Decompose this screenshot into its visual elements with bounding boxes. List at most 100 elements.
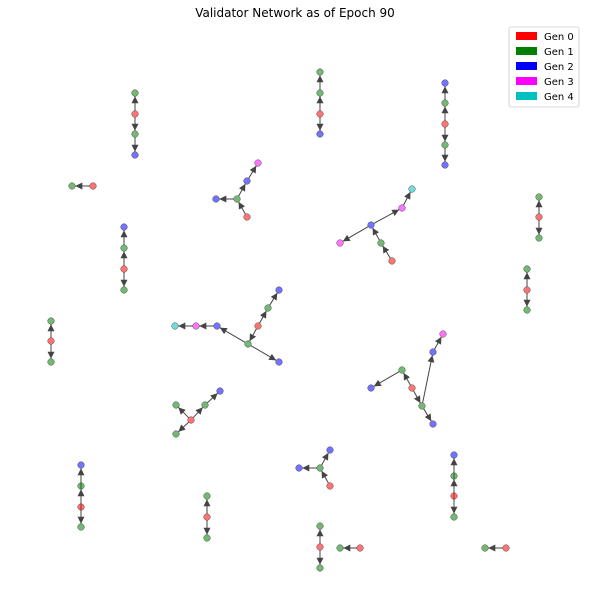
validator-node-o1-gen-1 [316,464,324,472]
edge-n0-n2 [192,407,204,418]
validator-node-b1-gen-1 [316,89,324,97]
edge-o1-o3 [321,452,329,466]
validator-node-g0-gen-0 [120,265,128,273]
validator-node-n1-gen-1 [172,401,180,409]
validator-node-q0-gen-0 [203,513,211,521]
edge-e0-e1 [238,201,246,215]
validator-node-m2-gen-1 [418,402,426,410]
validator-node-r1-gen-1 [450,472,458,480]
legend-swatch-gen-4 [516,92,537,100]
edge-e3-e4 [248,165,257,179]
validator-node-o2-gen-2 [295,464,303,472]
validator-node-r3-gen-2 [450,451,458,459]
edge-n0-n1 [177,406,190,419]
validator-node-n3-gen-1 [172,430,180,438]
validator-node-a3-gen-2 [131,151,139,159]
validator-node-o0-gen-0 [326,482,334,490]
validator-node-d0-gen-0 [89,182,97,190]
validator-node-l6-gen-3 [192,322,200,330]
validator-node-c4-gen-2 [441,161,449,169]
validator-node-q1-gen-1 [203,492,211,500]
validator-node-r0-gen-0 [450,492,458,500]
validator-node-h3-gen-3 [336,239,344,247]
validator-node-h1-gen-1 [377,239,385,247]
validator-node-m6-gen-3 [439,330,447,338]
edge-h2-h3 [342,226,369,242]
edge-m1-m3 [373,371,400,387]
validator-node-l2-gen-1 [264,304,272,312]
validator-node-h5-gen-4 [408,185,416,193]
edge-l0-l1 [249,328,257,342]
legend-label-gen-1: Gen 1 [544,47,574,58]
legend-swatch-gen-0 [516,32,537,40]
legend-label-gen-3: Gen 3 [544,77,574,88]
edge-l0-l2 [259,310,267,324]
diagram-title: Validator Network as of Epoch 90 [195,6,395,20]
validator-node-g3-gen-2 [120,223,128,231]
validator-node-j0-gen-0 [47,337,55,345]
nodes-layer [47,68,543,572]
validator-node-l4-gen-2 [213,322,221,330]
legend-swatch-gen-1 [516,47,537,55]
edge-m0-m2 [413,390,421,404]
validator-node-m4-gen-2 [429,420,437,428]
validator-node-k1-gen-1 [316,522,324,530]
validator-node-h2-gen-2 [367,221,375,229]
validator-node-j2-gen-1 [47,358,55,366]
validator-node-d1-gen-1 [68,182,76,190]
validator-node-m3-gen-2 [367,384,375,392]
validator-node-e3-gen-2 [243,177,251,185]
validator-node-g1-gen-1 [120,244,128,252]
validator-node-o3-gen-2 [326,446,334,454]
validator-node-c2-gen-1 [441,141,449,149]
validator-node-p3-gen-2 [77,461,85,469]
edge-h0-h1 [382,245,391,259]
validator-node-c3-gen-2 [441,79,449,87]
legend: Gen 0 Gen 1 Gen 2 Gen 3 Gen 4 [508,26,580,108]
validator-node-c1-gen-1 [441,99,449,107]
validator-node-n4-gen-2 [216,387,224,395]
validator-node-a2-gen-1 [131,130,139,138]
validator-node-r2-gen-1 [450,513,458,521]
validator-node-p2-gen-1 [77,523,85,531]
edge-h2-h4 [373,209,400,224]
validator-node-e0-gen-0 [243,213,251,221]
validator-node-t1-gen-1 [481,544,489,552]
validator-node-c0-gen-0 [441,120,449,128]
validator-node-l0-gen-0 [254,322,262,330]
legend-swatch-gen-2 [516,62,537,70]
legend-label-gen-0: Gen 0 [544,32,574,43]
validator-node-a1-gen-1 [131,89,139,97]
validator-node-m0-gen-0 [408,384,416,392]
validator-node-p0-gen-0 [77,503,85,511]
edge-h1-h2 [372,227,380,241]
edge-e1-e3 [238,183,246,197]
validator-node-b2-gen-1 [316,68,324,76]
edge-l1-l4 [219,327,246,343]
validator-node-m5-gen-2 [429,348,437,356]
validator-node-i0-gen-0 [523,286,531,294]
validator-node-l7-gen-4 [171,322,179,330]
validator-node-q2-gen-1 [203,534,211,542]
edge-n0-n3 [178,421,189,433]
validator-node-h0-gen-0 [388,257,396,265]
validator-node-k2-gen-1 [316,564,324,572]
validator-node-s0-gen-0 [356,544,364,552]
validator-node-j1-gen-1 [47,317,55,325]
validator-node-g2-gen-1 [120,286,128,294]
validator-node-i2-gen-1 [523,306,531,314]
validator-node-l1-gen-1 [244,340,252,348]
validator-node-f1-gen-1 [535,193,543,201]
validator-node-i1-gen-1 [523,265,531,273]
edge-m2-m5 [422,355,435,403]
edge-l1-l3 [250,345,277,361]
validator-node-e1-gen-1 [233,195,241,203]
validator-node-p1-gen-1 [77,482,85,490]
validator-node-l3-gen-2 [275,358,283,366]
validator-node-f2-gen-1 [535,234,543,242]
legend-label-gen-2: Gen 2 [544,62,574,73]
validator-node-t0-gen-0 [502,544,510,552]
validator-node-e2-gen-2 [212,195,220,203]
validator-node-b3-gen-2 [316,130,324,138]
edge-m2-m4 [423,408,432,422]
